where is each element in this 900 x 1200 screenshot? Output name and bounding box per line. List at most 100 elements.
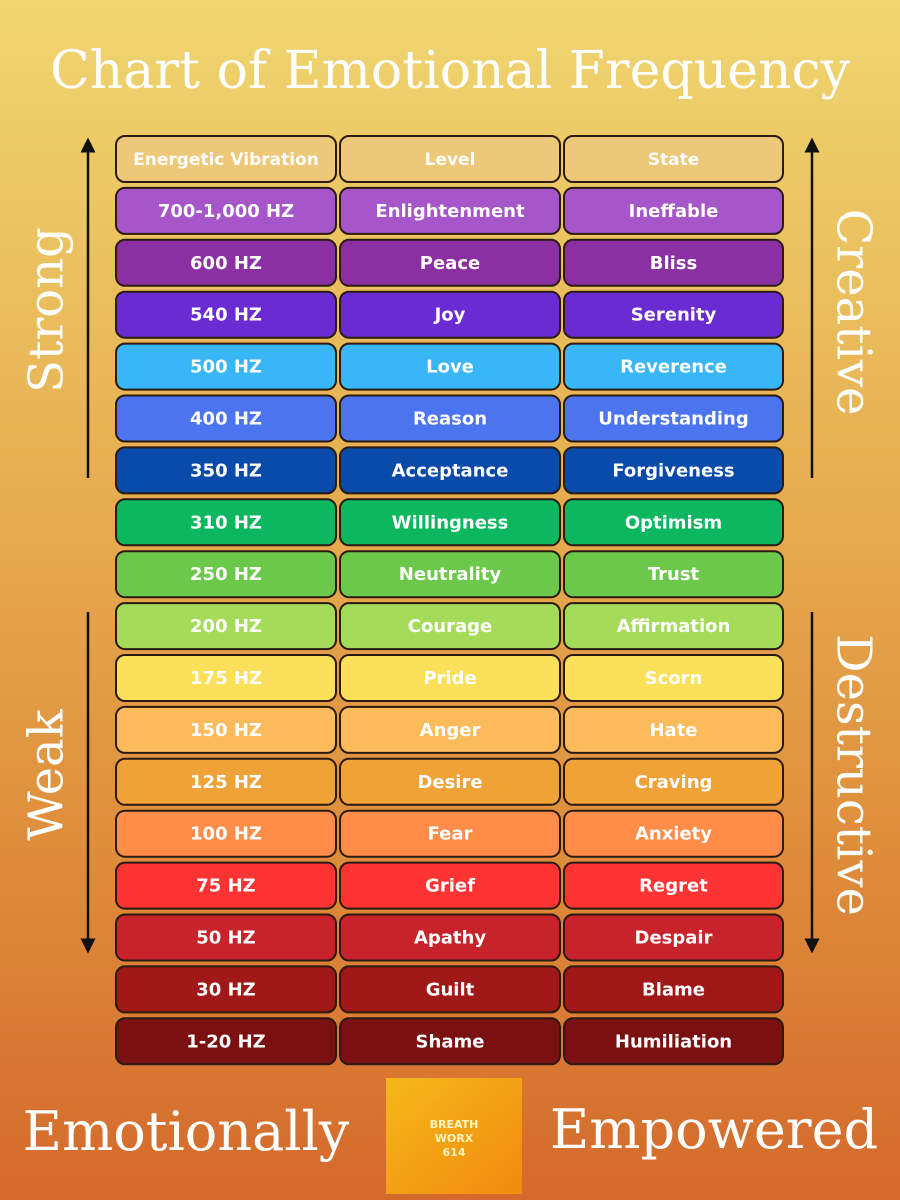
cell: Love [426, 357, 474, 378]
header-cell: Level [425, 150, 476, 170]
cell: 350 HZ [190, 460, 262, 481]
cell: Understanding [598, 409, 748, 430]
cell-box [563, 1017, 784, 1066]
cell-box [115, 861, 337, 910]
cell: 700-1,000 HZ [158, 201, 294, 222]
cell: 125 HZ [190, 772, 262, 793]
cell: Craving [635, 772, 713, 793]
cell-box [563, 238, 784, 287]
cell: Hate [649, 720, 697, 741]
header-cell: State [648, 150, 700, 170]
cell-box [339, 135, 561, 183]
cell-box [563, 602, 784, 651]
cell: 100 HZ [190, 824, 262, 845]
cell-box [339, 394, 561, 443]
cell-box [563, 290, 784, 339]
side-label: Creative [826, 209, 882, 416]
cell: 250 HZ [190, 564, 262, 585]
cell-box [115, 1017, 337, 1066]
cell-box [115, 135, 337, 183]
cell: Courage [408, 616, 493, 637]
cell: Grief [425, 876, 475, 897]
cell-box [563, 757, 784, 806]
cell-box [115, 705, 337, 754]
cell: Guilt [426, 979, 475, 1000]
cell: 310 HZ [190, 512, 262, 533]
side-label: Destructive [826, 634, 882, 916]
cell-box [115, 238, 337, 287]
side-label: Weak [19, 708, 75, 840]
cell: Bliss [650, 253, 698, 274]
logo-text: WORX [435, 1132, 474, 1145]
cell: Ineffable [629, 201, 719, 222]
cell: Pride [423, 668, 476, 689]
cell: Anger [420, 720, 481, 741]
cell: 150 HZ [190, 720, 262, 741]
cell: Blame [642, 979, 705, 1000]
cell-box [563, 498, 784, 547]
cell-box [563, 654, 784, 702]
cell-box [339, 1017, 561, 1066]
cell: 500 HZ [190, 357, 262, 378]
cell-box [339, 498, 561, 547]
cell-box [115, 186, 337, 235]
cell: 600 HZ [190, 253, 262, 274]
cell-box [339, 965, 561, 1014]
cell-box [563, 394, 784, 443]
header-cell: Energetic Vibration [133, 150, 319, 170]
cell: Fear [428, 824, 473, 845]
cell-box [339, 913, 561, 962]
cell-box [339, 446, 561, 495]
cell-box [563, 135, 784, 183]
cell-box [563, 965, 784, 1014]
cell: 200 HZ [190, 616, 262, 637]
cell-box [563, 913, 784, 962]
logo-text: 614 [443, 1146, 466, 1159]
cell: 175 HZ [190, 668, 262, 689]
cell-box [115, 602, 337, 651]
cell: Trust [648, 564, 700, 585]
cell-box [339, 342, 561, 391]
side-label: Strong [19, 227, 75, 393]
footer-text: Empowered [550, 1098, 878, 1161]
logo [386, 1078, 522, 1194]
cell: 400 HZ [190, 409, 262, 430]
footer-text: Emotionally [23, 1100, 350, 1163]
cell-box [563, 342, 784, 391]
cell-box [563, 550, 784, 599]
cell: 50 HZ [196, 928, 255, 949]
cell-box [115, 913, 337, 962]
logo-text: BREATH [430, 1118, 479, 1131]
cell-box [339, 809, 561, 858]
cell-box [339, 705, 561, 754]
cell: Reason [413, 409, 487, 430]
cell: Enlightenment [375, 201, 525, 222]
cell-box [115, 498, 337, 547]
cell-box [115, 342, 337, 391]
cell-box [339, 654, 561, 702]
cell: 1-20 HZ [186, 1031, 265, 1052]
cell: Peace [420, 253, 480, 274]
cell-box [563, 809, 784, 858]
cell-box [115, 654, 337, 702]
cell-box [339, 550, 561, 599]
cell-box [339, 861, 561, 910]
cell-box [115, 290, 337, 339]
cell-box [115, 394, 337, 443]
cell: Humiliation [615, 1031, 732, 1052]
title: Chart of Emotional Frequency [50, 41, 851, 101]
table: Energetic Vibration Level State 700-1,000 H… [115, 135, 784, 1066]
cell: Neutrality [399, 564, 502, 585]
cell: Scorn [645, 668, 703, 689]
cell: Forgiveness [612, 460, 734, 481]
cell: 30 HZ [196, 979, 255, 1000]
cell: 75 HZ [196, 876, 255, 897]
cell-box [563, 186, 784, 235]
cell-box [563, 446, 784, 495]
cell: Optimism [625, 512, 722, 533]
cell: Affirmation [617, 616, 731, 637]
cell-box [115, 550, 337, 599]
cell: Reverence [620, 357, 727, 378]
